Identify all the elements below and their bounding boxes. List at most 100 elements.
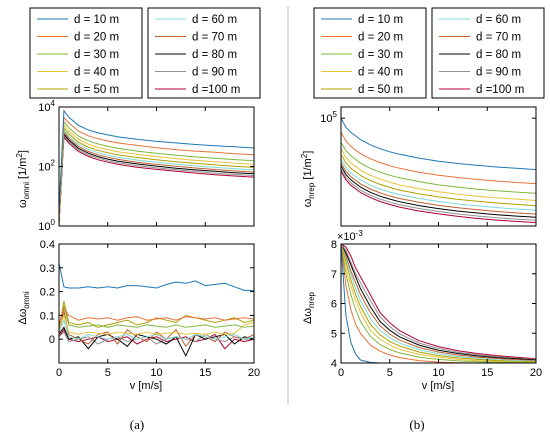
legend-label: d = 80 m <box>476 49 521 61</box>
plot-background <box>341 244 536 363</box>
plot-delta-omni: 0 0.1 0.2 0.3 0.4 0 5 10 15 20 <box>40 239 260 379</box>
series-line-6 <box>59 130 254 223</box>
legend-label: d = 60 m <box>192 14 237 26</box>
series-line-0 <box>59 109 254 212</box>
legend-label: d = 60 m <box>476 14 521 26</box>
legend-box <box>29 7 143 99</box>
legend-label: d = 30 m <box>74 49 119 61</box>
x-tick-label: 10 <box>150 367 162 379</box>
legend-label: d = 10 m <box>358 14 403 26</box>
y-tick-label: 8 <box>331 239 337 251</box>
y-tick-label: 102 <box>38 159 55 174</box>
series-line-3 <box>341 148 536 201</box>
series-line-8 <box>59 331 254 345</box>
series-line-6 <box>341 244 536 362</box>
y-tick-label: 0.2 <box>40 287 55 299</box>
caption-b: (b) <box>409 417 424 432</box>
series-line-2 <box>341 141 536 194</box>
y-tick-label: 104 <box>38 99 55 114</box>
x-tick-label: 15 <box>199 367 211 379</box>
legend-b: d = 10 m d = 20 m d = 30 m d = 40 m d = 50 m… <box>313 7 545 99</box>
legend-label: d = 70 m <box>192 32 237 44</box>
series-line-9 <box>59 135 254 225</box>
series-line-7 <box>59 132 254 224</box>
series-line-0 <box>59 262 254 291</box>
series-line-4 <box>59 126 254 221</box>
legend-label: d = 40 m <box>358 67 403 79</box>
legend-label: d =100 m <box>192 84 240 96</box>
plot-background <box>341 107 536 226</box>
legend-label: d = 20 m <box>74 32 119 44</box>
series-line-4 <box>341 154 536 207</box>
legend-label: d = 40 m <box>74 67 119 79</box>
legend-a: d = 10 m d = 20 m d = 30 m d = 40 m d = 50 m… <box>29 7 261 99</box>
series-line-5 <box>59 318 254 340</box>
legend-label: d = 80 m <box>192 49 237 61</box>
y-tick-label: 6 <box>331 299 337 311</box>
x-tick-label: 5 <box>387 367 393 379</box>
ylabel-nrep: ωnrep [1/m2] <box>300 151 316 208</box>
legend-label: d = 50 m <box>358 84 403 96</box>
series-line-1 <box>341 132 536 185</box>
legend-box <box>431 7 545 99</box>
plot-delta-nrep: 4 5 6 7 8 0 5 10 15 20 <box>331 239 542 379</box>
x-tick-label: 20 <box>248 367 260 379</box>
legend-label: d = 10 m <box>74 14 119 26</box>
x-tick-label: 10 <box>432 367 444 379</box>
series-line-9 <box>341 244 536 360</box>
series-line-4 <box>59 300 254 330</box>
plot-background <box>59 244 254 363</box>
legend-label: d = 30 m <box>358 49 403 61</box>
ylabel-omni: ωomni [1/m2] <box>15 150 31 208</box>
legend-label: d = 70 m <box>476 32 521 44</box>
series-line-6 <box>341 162 536 215</box>
legend-label: d =100 m <box>476 84 524 96</box>
y-tick-label: 0 <box>49 334 55 346</box>
x-tick-label: 20 <box>530 367 542 379</box>
xlabel-b: v [m/s] <box>422 380 454 392</box>
y-tick-label: 7 <box>331 269 337 281</box>
y-tick-label: 5 <box>331 328 337 340</box>
plot-omni: 100 102 104 <box>38 99 255 233</box>
series-line-3 <box>59 123 254 220</box>
series-line-5 <box>341 158 536 211</box>
series-line-0 <box>341 244 536 363</box>
y-tick-label: 105 <box>320 110 337 125</box>
series-line-2 <box>59 120 254 219</box>
y-tick-label: 4 <box>331 358 337 370</box>
legend-label: d = 50 m <box>74 84 119 96</box>
x-tick-label: 15 <box>481 367 493 379</box>
series-line-8 <box>59 134 254 224</box>
series-line-2 <box>59 305 254 328</box>
ylabel-delta-omni: Δωomni <box>17 291 31 325</box>
y-tick-label: 0.4 <box>40 239 55 251</box>
xlabel-a: v [m/s] <box>130 380 162 392</box>
series-line-5 <box>341 244 536 362</box>
ylabel-delta-nrep: Δωnrep <box>302 291 316 324</box>
series-line-1 <box>341 244 536 363</box>
x-tick-label: 5 <box>105 367 111 379</box>
series-group <box>59 109 254 225</box>
legend-label: d = 90 m <box>192 67 237 79</box>
y-tick-label: 0.3 <box>40 263 55 275</box>
series-line-7 <box>341 165 536 218</box>
x-tick-label: 0 <box>338 367 344 379</box>
legend-label: d = 20 m <box>358 32 403 44</box>
series-group <box>59 262 254 358</box>
series-group <box>341 244 536 363</box>
series-line-0 <box>341 117 536 171</box>
series-line-7 <box>59 326 254 358</box>
series-group <box>341 117 536 224</box>
y-tick-label: 100 <box>38 218 55 233</box>
series-line-8 <box>341 244 536 360</box>
series-line-5 <box>59 128 254 222</box>
series-line-7 <box>341 244 536 361</box>
legend-box <box>313 7 427 99</box>
series-line-3 <box>59 313 254 335</box>
exponent-label: ×10-3 <box>337 229 363 243</box>
legend-box <box>147 7 261 99</box>
plot-nrep: 105 <box>320 106 537 227</box>
series-line-1 <box>59 116 254 218</box>
series-line-8 <box>341 168 536 221</box>
